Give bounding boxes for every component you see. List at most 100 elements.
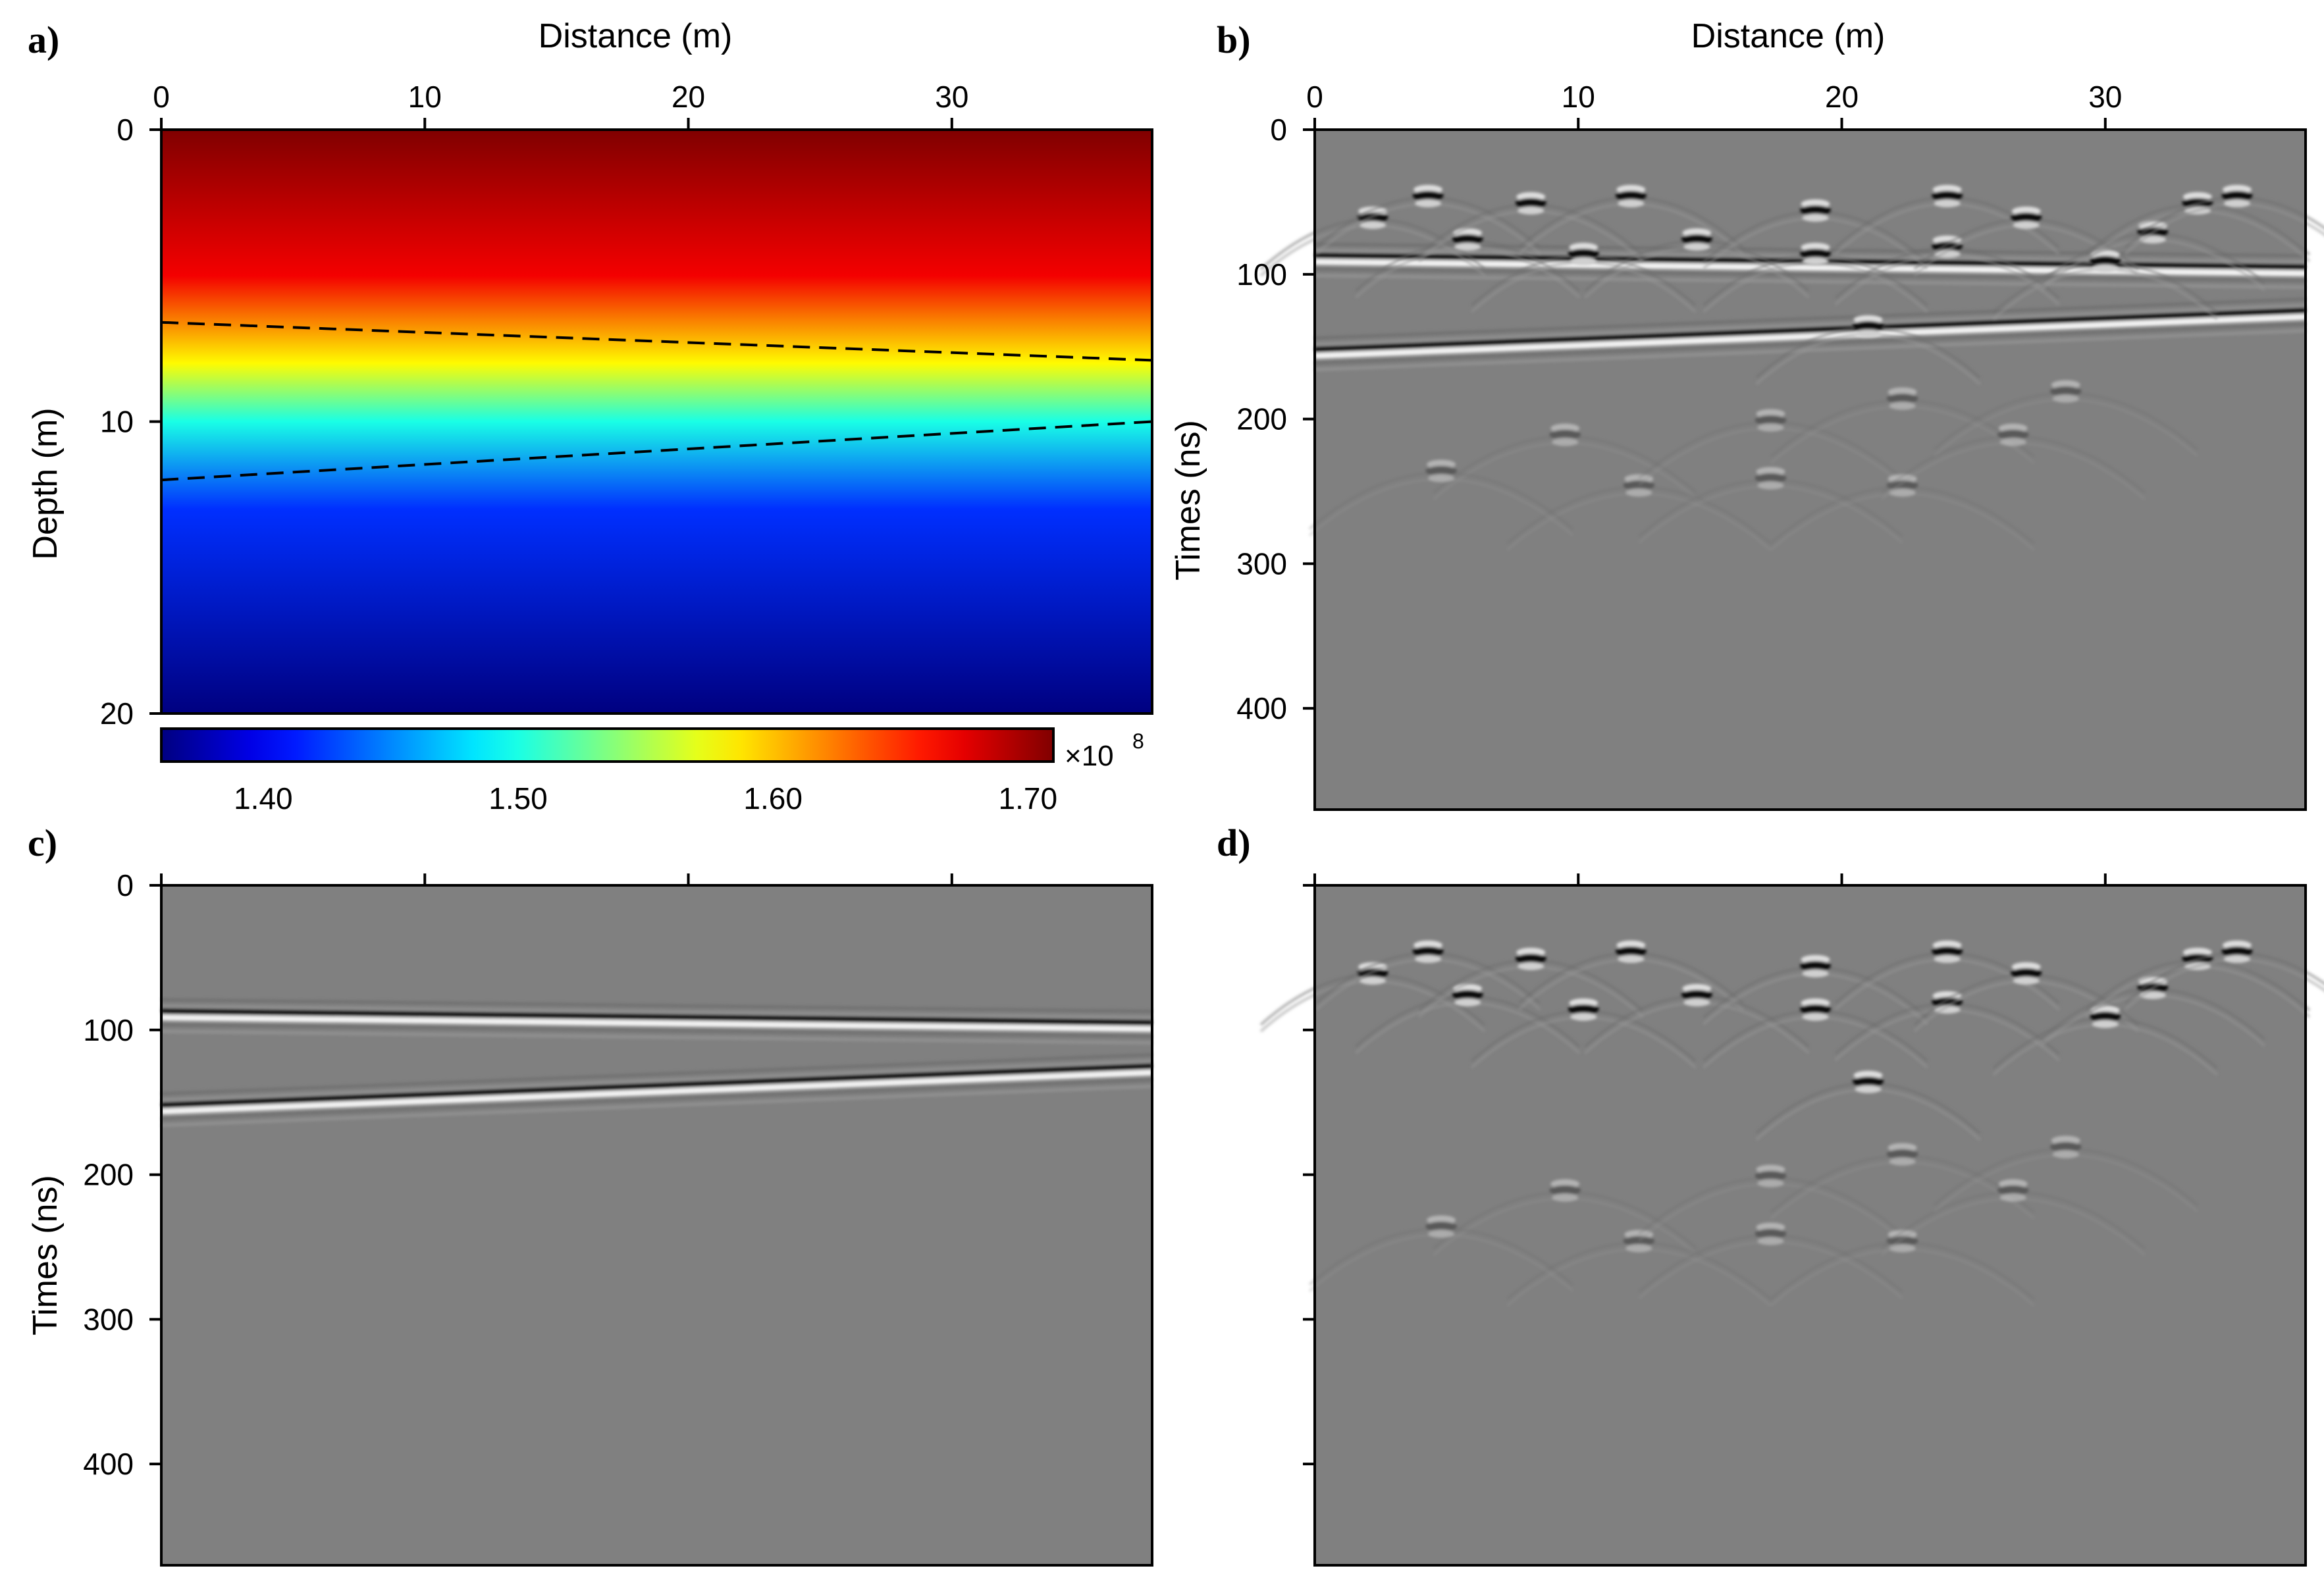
diffraction-point (1506, 474, 1772, 551)
panel-b-y-ticks: 0 100 200 300 400 (1236, 113, 1315, 725)
diffraction-point (1470, 998, 1697, 1069)
panel-b-y-tick-label: 300 (1236, 546, 1287, 581)
diffraction-point (1880, 423, 2146, 501)
diffraction-point (1703, 954, 1928, 1026)
panel-b-y-tick-label: 0 (1270, 113, 1287, 147)
colorbar (160, 727, 1055, 763)
panel-a-x-ticks: 0 10 20 30 (153, 80, 968, 130)
panel-c-y-tick-label: 300 (83, 1302, 134, 1336)
panel-a-velocity-field (161, 130, 1152, 714)
diffraction-point (1992, 249, 2219, 321)
panel-a-x-tick-label: 0 (153, 80, 170, 114)
diffraction-point (1315, 940, 1541, 1011)
diffraction-point (1432, 1179, 1698, 1257)
colorbar-ticks: 1.40 1.50 1.60 1.70 (234, 781, 1057, 816)
diffraction-point (1518, 940, 1744, 1011)
interface-lower-line (161, 420, 1153, 482)
diffraction-point (2124, 940, 2324, 1011)
colorbar-exponent: 8 (1132, 729, 1144, 753)
panel-b-x-tick-label: 20 (1825, 80, 1859, 114)
panel-b-background (1315, 130, 2306, 810)
panel-a-x-tick-label: 10 (408, 80, 442, 114)
reflector-2 (161, 1052, 1153, 1128)
diffraction-point (1755, 1070, 1981, 1141)
panel-d-radargram (1259, 940, 2324, 1307)
panel-b-x-ticks: 0 10 20 30 (1306, 80, 2122, 130)
diffraction-point (1506, 1230, 1772, 1307)
diffraction-point (1417, 947, 1644, 1018)
diffraction-point (1638, 1222, 1903, 1300)
panel-d-x-ticks (1313, 873, 2107, 885)
panel-a: a) Distance (m) Depth (m) 0 10 20 30 01020 … (26, 17, 1153, 816)
panel-a-interfaces (161, 321, 1153, 482)
diffraction-point (1933, 1135, 2199, 1213)
diffraction-point (1638, 409, 1903, 486)
panel-c-label: c) (28, 821, 57, 864)
panel-d-y-ticks (1303, 884, 1315, 1466)
panel-b-x-axis-title: Distance (m) (1691, 17, 1886, 55)
diffraction-point (1638, 1164, 1903, 1242)
panel-a-x-axis-title: Distance (m) (539, 17, 733, 55)
panel-d: d) (1217, 821, 2324, 1567)
panel-c-x-ticks (160, 873, 953, 885)
reflector-1 (161, 998, 1153, 1045)
panel-c-y-axis-title: Times (ns) (26, 1175, 65, 1336)
panel-c-y-tick-label: 400 (83, 1447, 134, 1481)
panel-a-y-ticks: 0 10 20 (100, 113, 161, 731)
diffraction-point (1417, 192, 1644, 263)
colorbar-tick-label: 1.60 (743, 781, 803, 816)
diffraction-point (1703, 242, 1928, 313)
panel-a-x-tick-label: 30 (935, 80, 968, 114)
panel-c-radargram (161, 998, 1153, 1128)
panel-b-y-tick-label: 200 (1236, 402, 1287, 436)
colorbar-multiplier: ×10 (1065, 740, 1114, 772)
panel-a-y-tick-label: 0 (117, 113, 134, 147)
diffraction-point (1518, 184, 1744, 255)
panel-c-background (161, 885, 1152, 1565)
panel-c-y-tick-label: 100 (83, 1013, 134, 1047)
diffraction-point (1755, 315, 1981, 386)
diffraction-point (1308, 1215, 1574, 1293)
diffraction-point (1308, 459, 1574, 537)
panel-b-label: b) (1217, 18, 1251, 61)
diffraction-point (1432, 423, 1698, 501)
panel-c: c) Times (ns) 0 100 200 300 400 (26, 821, 1153, 1567)
panel-b-y-tick-label: 400 (1236, 691, 1287, 725)
colorbar-tick-label: 1.40 (234, 781, 293, 816)
panel-b-y-tick-label: 100 (1236, 257, 1287, 292)
colorbar-tick-label: 1.70 (999, 781, 1058, 816)
panel-c-y-tick-label: 0 (117, 868, 134, 902)
diffraction-point (1880, 1179, 2146, 1257)
panel-d-frame (1313, 884, 2307, 1567)
diffraction-point (1913, 206, 2140, 277)
interface-upper-line (161, 321, 1153, 362)
panel-b: b) Distance (m) Times (ns) 0 10 20 30 0 100 2… (1169, 17, 2324, 811)
panel-b-radargram (1259, 184, 2324, 551)
panel-b-x-tick-label: 10 (1562, 80, 1595, 114)
diffraction-point (1703, 199, 1928, 270)
panel-d-label: d) (1217, 821, 1251, 864)
panel-c-frame (160, 884, 1153, 1567)
panel-a-y-tick-label: 20 (100, 696, 134, 731)
panel-b-y-axis-title: Times (ns) (1169, 420, 1207, 581)
diffraction-point (1703, 998, 1928, 1069)
panel-a-y-axis-title: Depth (m) (26, 407, 65, 559)
diffraction-point (1770, 474, 2035, 551)
diffraction-point (1470, 242, 1697, 313)
diffraction-point (2124, 184, 2324, 255)
diffraction-point (1315, 184, 1541, 255)
diffraction-point (1933, 380, 2199, 457)
colorbar-tick-label: 1.50 (489, 781, 548, 816)
panel-b-frame (1313, 128, 2307, 811)
diffraction-point (1638, 467, 1903, 544)
panel-b-x-tick-label: 30 (2088, 80, 2122, 114)
reflector-2 (1314, 297, 2306, 372)
panel-c-y-tick-label: 200 (83, 1158, 134, 1192)
panel-b-x-tick-label: 0 (1306, 80, 1323, 114)
panel-a-y-tick-label: 10 (100, 405, 134, 439)
panel-d-background (1315, 885, 2306, 1565)
panel-c-y-ticks: 0 100 200 300 400 (83, 868, 161, 1481)
diffraction-point (1584, 228, 1810, 299)
panel-a-x-tick-label: 20 (672, 80, 705, 114)
